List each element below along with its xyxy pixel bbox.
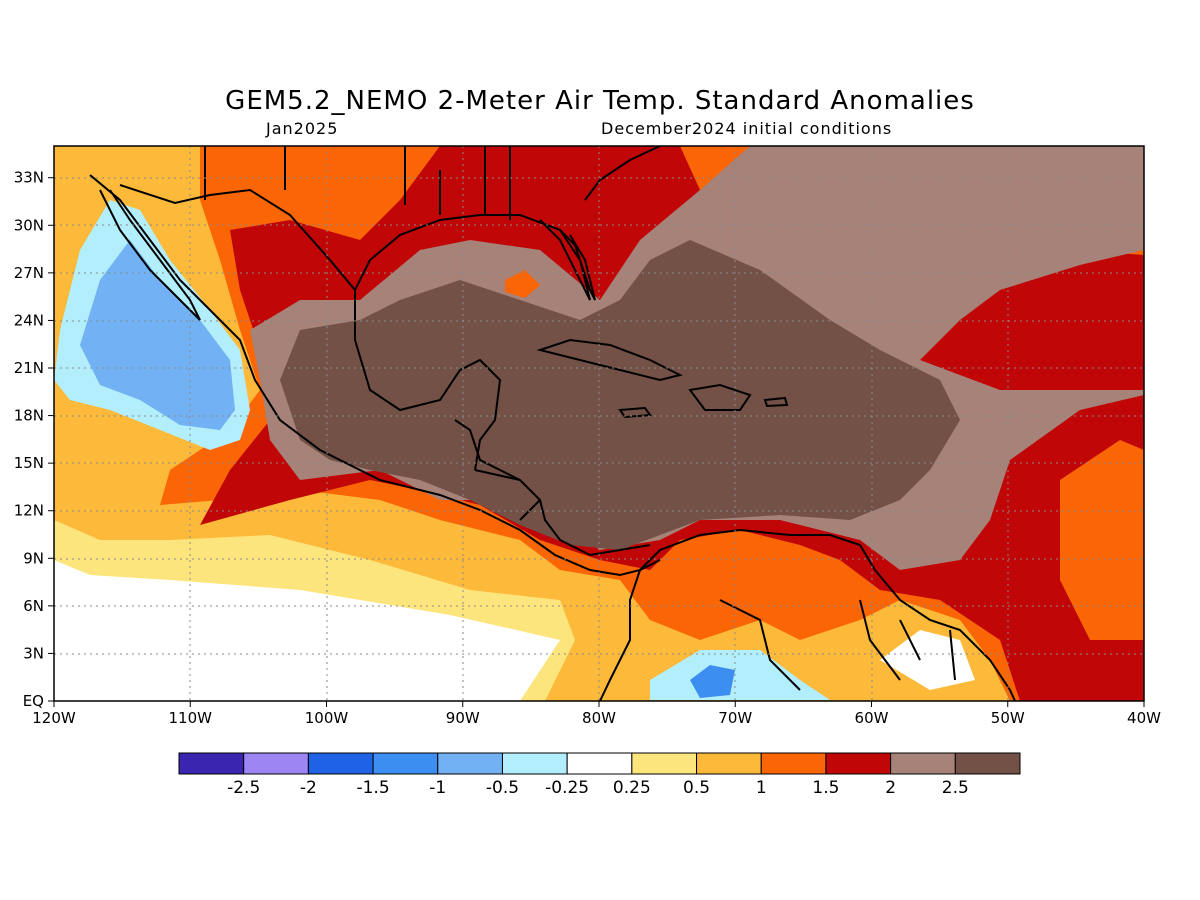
- lat-tick-label: 12N: [14, 502, 44, 520]
- colorbar: -2.5 -2 -1.5 -1 -0.5 -0.25 0.25 0.5 1 1.5 2 2.5: [178, 752, 1021, 798]
- coastline-yucatan: [354, 290, 502, 471]
- coastline-jamaica: [618, 406, 652, 419]
- lat-tick-label: 3N: [23, 644, 44, 662]
- colorbar-label: -2: [300, 778, 317, 798]
- colorbar-label: -0.5: [486, 778, 519, 798]
- colorbar-swatch: [243, 752, 309, 775]
- lon-tick-label: 90W: [446, 709, 480, 727]
- lat-tick-label: 33N: [14, 169, 44, 187]
- colorbar-swatch: [954, 752, 1021, 775]
- coastline-central-america-caribbean: [474, 469, 651, 557]
- lat-tick-label: 15N: [14, 454, 44, 472]
- colorbar-swatch: [372, 752, 439, 775]
- colorbar-swatch: [178, 752, 245, 775]
- colorbar-swatch: [437, 752, 503, 775]
- coastline-hispaniola: [688, 383, 752, 411]
- colorbar-label: -1: [429, 778, 446, 798]
- colorbar-label: 2.5: [942, 778, 969, 798]
- coastline-baja: [99, 189, 201, 321]
- colorbar-swatch: [696, 752, 762, 775]
- colorbar-label: -1.5: [356, 778, 389, 798]
- colorbar-label: 1: [756, 778, 767, 798]
- coastline-florida: [559, 229, 596, 301]
- colorbar-label: 2: [885, 778, 896, 798]
- map-title: GEM5.2_NEMO 2-Meter Air Temp. Standard A…: [225, 86, 975, 116]
- lat-tick-label: 24N: [14, 311, 44, 329]
- field-blue-light: [80, 240, 235, 430]
- colorbar-swatch: [890, 752, 956, 775]
- border-us-mexico: [119, 184, 356, 291]
- lon-tick-label: 50W: [991, 709, 1025, 727]
- lon-tick-label: 40W: [1127, 709, 1161, 727]
- colorbar-label: -0.25: [545, 778, 589, 798]
- colorbar-swatch: [307, 752, 374, 775]
- border-south-america: [599, 569, 956, 701]
- colorbar-label: 1.5: [812, 778, 839, 798]
- lon-tick-label: 70W: [718, 709, 752, 727]
- coastline-us-atlantic: [584, 146, 661, 201]
- colorbar-label: -2.5: [227, 778, 260, 798]
- lon-tick-label: 120W: [32, 709, 76, 727]
- colorbar-swatch: [566, 752, 633, 775]
- lat-tick-label: 21N: [14, 359, 44, 377]
- colorbar-swatch: [631, 752, 698, 775]
- lat-tick-label: 27N: [14, 264, 44, 282]
- lon-tick-label: 80W: [582, 709, 616, 727]
- lat-tick-label: 6N: [23, 597, 44, 615]
- initial-conditions-label: December2024 initial conditions: [601, 119, 893, 138]
- graticule: [54, 146, 1144, 701]
- colorbar-label: 0.5: [683, 778, 710, 798]
- forecast-month: Jan2025: [266, 119, 339, 138]
- border-central-america: [454, 419, 541, 521]
- lon-tick-label: 100W: [305, 709, 349, 727]
- colorbar-swatch: [825, 752, 892, 775]
- lat-tick-label: 30N: [14, 216, 44, 234]
- colorbar-label: 0.25: [613, 778, 651, 798]
- field-blue-patch-south: [690, 665, 735, 698]
- field-brown-dark: [280, 240, 960, 550]
- lon-tick-label: 60W: [855, 709, 889, 727]
- lat-tick-label: 18N: [14, 407, 44, 425]
- lon-tick-label: 110W: [169, 709, 213, 727]
- colorbar-swatch: [760, 752, 827, 775]
- longitude-axis: 120W 110W 100W 90W 80W 70W 60W 50W 40W: [32, 701, 1161, 727]
- lat-tick-label: EQ: [23, 692, 44, 710]
- latitude-axis: EQ 3N 6N 9N 12N 15N 18N 21N 24N 27N 30N 33N: [14, 169, 54, 710]
- coastline-puerto-rico: [763, 396, 789, 408]
- coastline-south-america-north: [639, 528, 1016, 701]
- border-us-states: [204, 146, 511, 220]
- coastline-cuba: [536, 338, 683, 382]
- colorbar-swatch: [501, 752, 568, 775]
- lat-tick-label: 9N: [23, 549, 44, 567]
- field-gold-patch-gulf: [505, 270, 540, 298]
- field-orange-patch-atlantic: [1060, 440, 1144, 640]
